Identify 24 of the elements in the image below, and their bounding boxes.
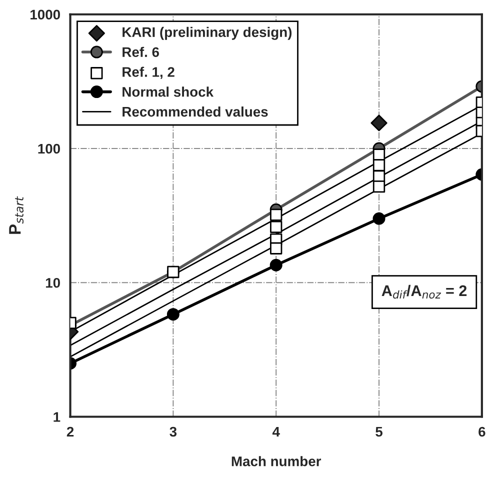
y-axis-title: P$_{start}$ xyxy=(9,196,24,234)
point xyxy=(372,212,386,225)
x-axis-title: Mach number xyxy=(232,456,322,466)
point xyxy=(270,258,282,272)
x-tick-label: 2 xyxy=(66,426,74,437)
y-tick-label: 1000 xyxy=(30,10,60,20)
legend-label: Recommended values xyxy=(122,106,268,117)
y-tick-label: 1 xyxy=(54,412,60,422)
legend-label: KARI (preliminary design) xyxy=(122,26,292,40)
x-tick-label: 6 xyxy=(478,426,486,437)
point xyxy=(372,159,386,172)
x-tick-label: 3 xyxy=(170,426,177,437)
y-tick-label: 100 xyxy=(38,144,60,154)
point xyxy=(270,220,282,234)
point xyxy=(270,208,282,221)
x-tick-label: 5 xyxy=(376,426,382,437)
x-tick-label: 4 xyxy=(272,426,280,437)
legend-label: Ref. 6 xyxy=(122,46,159,58)
annotation: A$_{dif}$/A$_{noz}$ = 2 xyxy=(382,284,467,299)
legend-label: Ref. 1, 2 xyxy=(122,66,174,79)
point xyxy=(270,242,282,254)
point xyxy=(372,180,386,193)
legend-label: Normal shock xyxy=(122,86,214,97)
y-tick-label: 10 xyxy=(46,278,60,288)
